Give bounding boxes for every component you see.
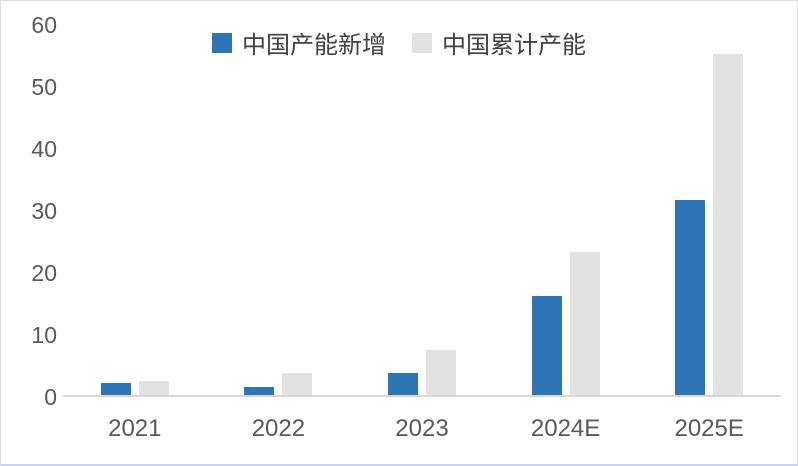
x-label-2024E: 2024E (530, 415, 601, 442)
bar-cumulative-capacity-2025E (713, 54, 744, 395)
bar-group-2025E (637, 28, 781, 395)
bar-new-capacity-added-2023 (387, 373, 418, 395)
y-tick-40: 40 (31, 136, 57, 162)
bar-cumulative-capacity-2024E (569, 252, 600, 395)
y-tick-60: 60 (31, 12, 57, 38)
y-tick-20: 20 (31, 260, 57, 286)
bar-cumulative-capacity-2022 (282, 373, 313, 395)
x-label-2022: 2022 (251, 415, 306, 442)
bar-new-capacity-added-2025E (675, 200, 706, 395)
x-axis: 2021 2022 2023 2024E 2025E (63, 411, 781, 447)
bar-group-2021 (63, 28, 207, 395)
bar-group-2024E (494, 28, 638, 395)
bar-group-2023 (350, 28, 494, 395)
y-axis: 0 10 20 30 40 50 60 (9, 13, 57, 409)
legend-item-cumulative-capacity: 中国累计产能 (412, 25, 586, 60)
plot-area (63, 28, 781, 397)
legend-swatch-cumulative-capacity (412, 32, 432, 53)
y-tick-10: 10 (31, 322, 57, 348)
y-tick-30: 30 (31, 198, 57, 224)
bar-new-capacity-added-2022 (244, 387, 275, 395)
y-tick-0: 0 (44, 384, 57, 410)
bar-group-2022 (207, 28, 351, 395)
legend-label-cumulative-capacity: 中国累计产能 (442, 32, 586, 59)
x-label-2023: 2023 (395, 415, 449, 442)
y-tick-50: 50 (31, 74, 57, 100)
legend-label-new-capacity-added: 中国产能新增 (242, 32, 386, 59)
x-label-2025E: 2025E (674, 415, 744, 442)
legend-item-new-capacity-added: 中国产能新增 (212, 25, 386, 60)
bar-new-capacity-added-2021 (100, 383, 131, 395)
bar-new-capacity-added-2024E (531, 296, 562, 395)
x-label-2021: 2021 (108, 415, 162, 442)
chart-legend: 中国产能新增 中国累计产能 (1, 25, 797, 60)
bar-cumulative-capacity-2021 (138, 381, 169, 395)
legend-swatch-new-capacity-added (212, 32, 232, 53)
bar-cumulative-capacity-2023 (425, 350, 456, 395)
